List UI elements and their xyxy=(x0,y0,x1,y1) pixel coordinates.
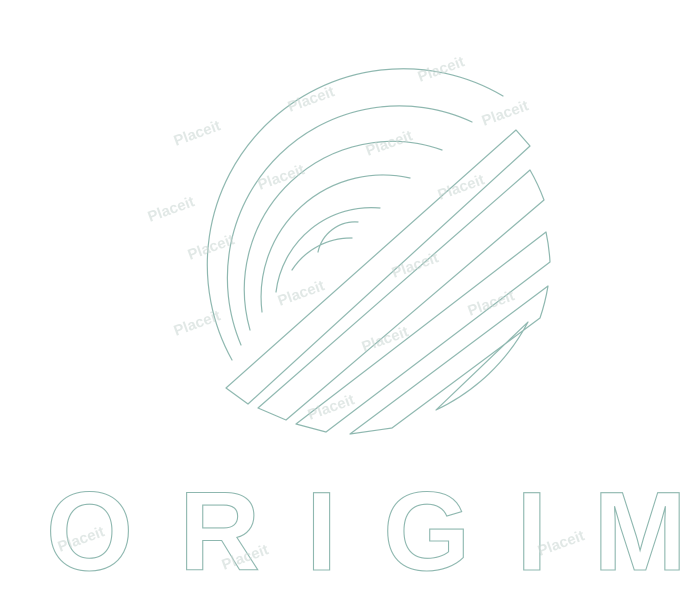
watermark-text: Placeit xyxy=(256,161,307,194)
arc-2 xyxy=(226,105,473,346)
concentric-arcs-emblem xyxy=(206,68,504,361)
watermark-text: Placeit xyxy=(186,231,237,264)
watermark-text: Placeit xyxy=(416,53,467,86)
arc-5 xyxy=(275,207,381,293)
watermark-text: Placeit xyxy=(286,83,337,116)
arc-7 xyxy=(317,221,359,253)
watermark-text: Placeit xyxy=(360,323,411,356)
watermark-text: Placeit xyxy=(480,97,531,130)
arc-1 xyxy=(206,68,504,361)
watermark-text: Placeit xyxy=(390,249,441,282)
watermark-text: Placeit xyxy=(172,307,223,340)
watermark-text: Placeit xyxy=(146,193,197,226)
arc-4 xyxy=(260,174,411,313)
diagonal-stripes-emblem xyxy=(225,129,551,435)
watermark-text: Placeit xyxy=(364,127,415,160)
brand-wordmark: ORIGIM xyxy=(46,469,700,594)
stripe-5 xyxy=(435,321,529,411)
stripe-4 xyxy=(349,285,549,435)
arc-3 xyxy=(243,140,443,331)
arc-6 xyxy=(291,237,353,271)
stripe-2 xyxy=(257,169,545,421)
watermark-text: Placeit xyxy=(172,117,223,150)
watermark-text: Placeit xyxy=(436,171,487,204)
stripe-1 xyxy=(225,129,531,405)
stripe-3 xyxy=(295,231,551,433)
